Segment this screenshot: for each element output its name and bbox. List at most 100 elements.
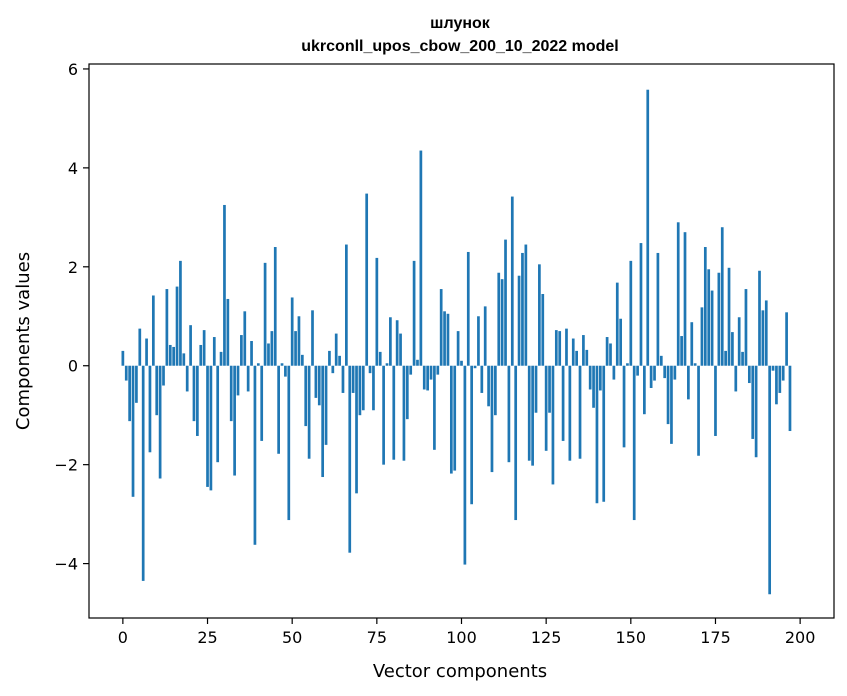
bar <box>619 318 623 366</box>
bar <box>480 365 484 393</box>
bar <box>280 363 284 366</box>
bar <box>629 260 633 366</box>
bar <box>189 325 192 366</box>
bar <box>416 359 419 366</box>
bar <box>246 365 250 392</box>
bar <box>673 365 677 380</box>
bar <box>355 365 358 494</box>
bar <box>196 365 199 436</box>
bar <box>311 310 314 366</box>
bar <box>710 290 714 366</box>
bar <box>223 204 226 366</box>
bar <box>768 365 772 595</box>
bar <box>578 365 582 459</box>
bar <box>219 351 223 366</box>
bar <box>636 365 639 376</box>
bar <box>504 239 507 366</box>
bar <box>697 365 700 456</box>
bar <box>531 365 534 466</box>
bar <box>375 257 379 366</box>
bar <box>172 346 176 366</box>
bar <box>561 365 565 441</box>
bar <box>527 365 531 461</box>
bar <box>389 317 392 366</box>
bar <box>361 365 365 411</box>
bar <box>741 351 744 366</box>
bar <box>643 365 646 415</box>
bar <box>734 365 738 392</box>
bar <box>256 363 260 366</box>
bar <box>433 365 436 450</box>
x-tick-label: 100 <box>446 628 477 647</box>
bar <box>297 316 301 366</box>
bar <box>429 365 433 380</box>
bar <box>558 331 562 366</box>
bar <box>304 365 308 427</box>
x-axis-ticks: 0 25 50 75 100 125 150 175 200 <box>118 618 815 647</box>
bar <box>758 270 761 366</box>
bar <box>622 365 626 448</box>
bar <box>554 330 558 366</box>
bar <box>439 289 443 366</box>
bar <box>507 365 511 463</box>
bar <box>592 365 595 408</box>
bar <box>422 365 426 390</box>
bar <box>260 365 264 441</box>
bar <box>656 252 660 366</box>
bar <box>788 365 792 432</box>
bar <box>243 311 247 366</box>
bar <box>399 333 402 366</box>
bar <box>182 353 186 366</box>
bar <box>595 365 599 504</box>
bar <box>229 365 233 422</box>
bar <box>331 365 335 374</box>
bar <box>714 365 717 436</box>
bar <box>395 320 399 366</box>
bar <box>236 365 240 396</box>
bar <box>615 282 619 366</box>
bar <box>453 365 457 471</box>
bar <box>680 336 683 366</box>
y-tick-label: 6 <box>68 60 78 79</box>
bar <box>348 365 352 553</box>
bar <box>510 196 514 366</box>
bar <box>253 365 257 545</box>
bar <box>541 294 545 366</box>
bar <box>703 247 707 366</box>
bar <box>494 365 497 416</box>
bar <box>287 365 291 521</box>
bar <box>778 365 782 393</box>
bar <box>602 365 606 502</box>
y-axis-label: Components values <box>13 252 34 430</box>
bar <box>250 341 253 366</box>
bar <box>385 363 389 366</box>
bar <box>290 297 294 366</box>
bar <box>477 316 480 366</box>
bar <box>148 365 152 453</box>
bar <box>158 365 162 479</box>
bar <box>575 350 578 366</box>
bar <box>582 335 585 366</box>
bar <box>568 365 572 461</box>
bar <box>382 365 385 465</box>
x-tick-label: 175 <box>700 628 731 647</box>
bar <box>321 365 325 478</box>
x-tick-label: 150 <box>616 628 647 647</box>
bar <box>358 365 362 416</box>
bar <box>524 244 528 366</box>
bar <box>141 365 145 581</box>
bar <box>185 365 189 392</box>
bar <box>707 269 711 366</box>
bar <box>294 331 297 366</box>
bar <box>585 349 589 366</box>
bar <box>538 264 541 366</box>
bar <box>151 295 155 366</box>
bar <box>470 365 474 505</box>
x-axis-label: Vector components <box>373 661 547 682</box>
bar <box>490 365 494 473</box>
bar <box>128 365 131 422</box>
y-tick-label: 4 <box>68 159 78 178</box>
bar <box>781 365 785 381</box>
bar <box>443 311 446 366</box>
bar <box>155 365 159 416</box>
